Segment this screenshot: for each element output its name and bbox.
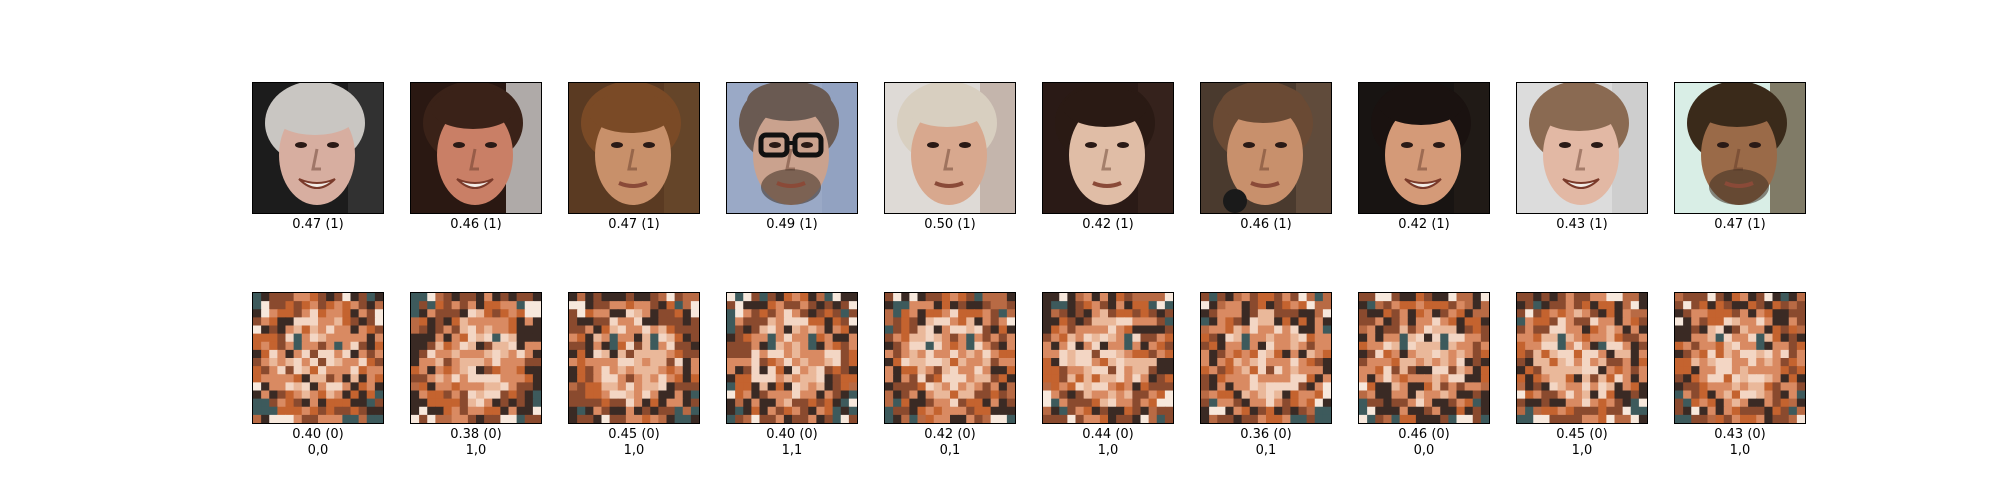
score-label: 0.42 (1) bbox=[1082, 217, 1134, 232]
condition-label: 1,0 bbox=[623, 443, 645, 458]
discriminator-score-caption: 0.45 (0) 1,0 bbox=[528, 427, 740, 459]
generated-face-image bbox=[1042, 292, 1174, 424]
discriminator-score-caption: 0.45 (0) 1,0 bbox=[1476, 427, 1688, 459]
score-label: 0.36 (0) bbox=[1240, 427, 1292, 442]
score-label: 0.45 (0) bbox=[608, 427, 660, 442]
score-label: 0.46 (0) bbox=[1398, 427, 1450, 442]
discriminator-score-caption: 0.40 (0) 0,0 bbox=[212, 427, 424, 459]
real-face-image bbox=[1200, 82, 1332, 214]
score-label: 0.43 (0) bbox=[1714, 427, 1766, 442]
real-face-image bbox=[1358, 82, 1490, 214]
discriminator-score-caption: 0.40 (0) 1,1 bbox=[686, 427, 898, 459]
score-label: 0.47 (1) bbox=[292, 217, 344, 232]
discriminator-score-caption: 0.46 (1) bbox=[1160, 217, 1372, 233]
generated-face-image bbox=[884, 292, 1016, 424]
condition-label: 0,0 bbox=[307, 443, 329, 458]
condition-label: 1,0 bbox=[1097, 443, 1119, 458]
generated-face-image bbox=[1200, 292, 1332, 424]
real-face-image bbox=[884, 82, 1016, 214]
score-label: 0.49 (1) bbox=[766, 217, 818, 232]
discriminator-score-caption: 0.46 (1) bbox=[370, 217, 582, 233]
discriminator-score-caption: 0.43 (0) 1,0 bbox=[1634, 427, 1846, 459]
score-label: 0.47 (1) bbox=[608, 217, 660, 232]
condition-label: 1,0 bbox=[1571, 443, 1593, 458]
condition-label: 0,1 bbox=[939, 443, 961, 458]
discriminator-score-caption: 0.47 (1) bbox=[528, 217, 740, 233]
generated-face-image bbox=[726, 292, 858, 424]
score-label: 0.43 (1) bbox=[1556, 217, 1608, 232]
discriminator-score-caption: 0.47 (1) bbox=[212, 217, 424, 233]
score-label: 0.42 (1) bbox=[1398, 217, 1450, 232]
score-label: 0.45 (0) bbox=[1556, 427, 1608, 442]
discriminator-score-caption: 0.46 (0) 0,0 bbox=[1318, 427, 1530, 459]
real-face-image bbox=[1042, 82, 1174, 214]
discriminator-score-caption: 0.50 (1) bbox=[844, 217, 1056, 233]
discriminator-score-caption: 0.36 (0) 0,1 bbox=[1160, 427, 1372, 459]
real-face-image bbox=[410, 82, 542, 214]
generated-face-image bbox=[410, 292, 542, 424]
score-label: 0.50 (1) bbox=[924, 217, 976, 232]
discriminator-score-caption: 0.42 (1) bbox=[1002, 217, 1214, 233]
discriminator-score-caption: 0.42 (1) bbox=[1318, 217, 1530, 233]
discriminator-score-caption: 0.49 (1) bbox=[686, 217, 898, 233]
real-face-image bbox=[726, 82, 858, 214]
condition-label: 1,0 bbox=[465, 443, 487, 458]
score-label: 0.38 (0) bbox=[450, 427, 502, 442]
real-face-image bbox=[252, 82, 384, 214]
condition-label: 0,0 bbox=[1413, 443, 1435, 458]
condition-label: 1,0 bbox=[1729, 443, 1751, 458]
score-label: 0.47 (1) bbox=[1714, 217, 1766, 232]
discriminator-score-caption: 0.47 (1) bbox=[1634, 217, 1846, 233]
discriminator-score-caption: 0.42 (0) 0,1 bbox=[844, 427, 1056, 459]
generated-face-image bbox=[1516, 292, 1648, 424]
real-face-image bbox=[1674, 82, 1806, 214]
condition-label: 1,1 bbox=[781, 443, 803, 458]
real-face-image bbox=[1516, 82, 1648, 214]
score-label: 0.44 (0) bbox=[1082, 427, 1134, 442]
discriminator-score-caption: 0.43 (1) bbox=[1476, 217, 1688, 233]
discriminator-score-caption: 0.38 (0) 1,0 bbox=[370, 427, 582, 459]
generated-face-image bbox=[1358, 292, 1490, 424]
score-label: 0.40 (0) bbox=[766, 427, 818, 442]
score-label: 0.46 (1) bbox=[1240, 217, 1292, 232]
score-label: 0.42 (0) bbox=[924, 427, 976, 442]
generated-face-image bbox=[1674, 292, 1806, 424]
generated-face-image bbox=[252, 292, 384, 424]
real-face-image bbox=[568, 82, 700, 214]
condition-label: 0,1 bbox=[1255, 443, 1277, 458]
discriminator-score-caption: 0.44 (0) 1,0 bbox=[1002, 427, 1214, 459]
score-label: 0.46 (1) bbox=[450, 217, 502, 232]
score-label: 0.40 (0) bbox=[292, 427, 344, 442]
generated-face-image bbox=[568, 292, 700, 424]
